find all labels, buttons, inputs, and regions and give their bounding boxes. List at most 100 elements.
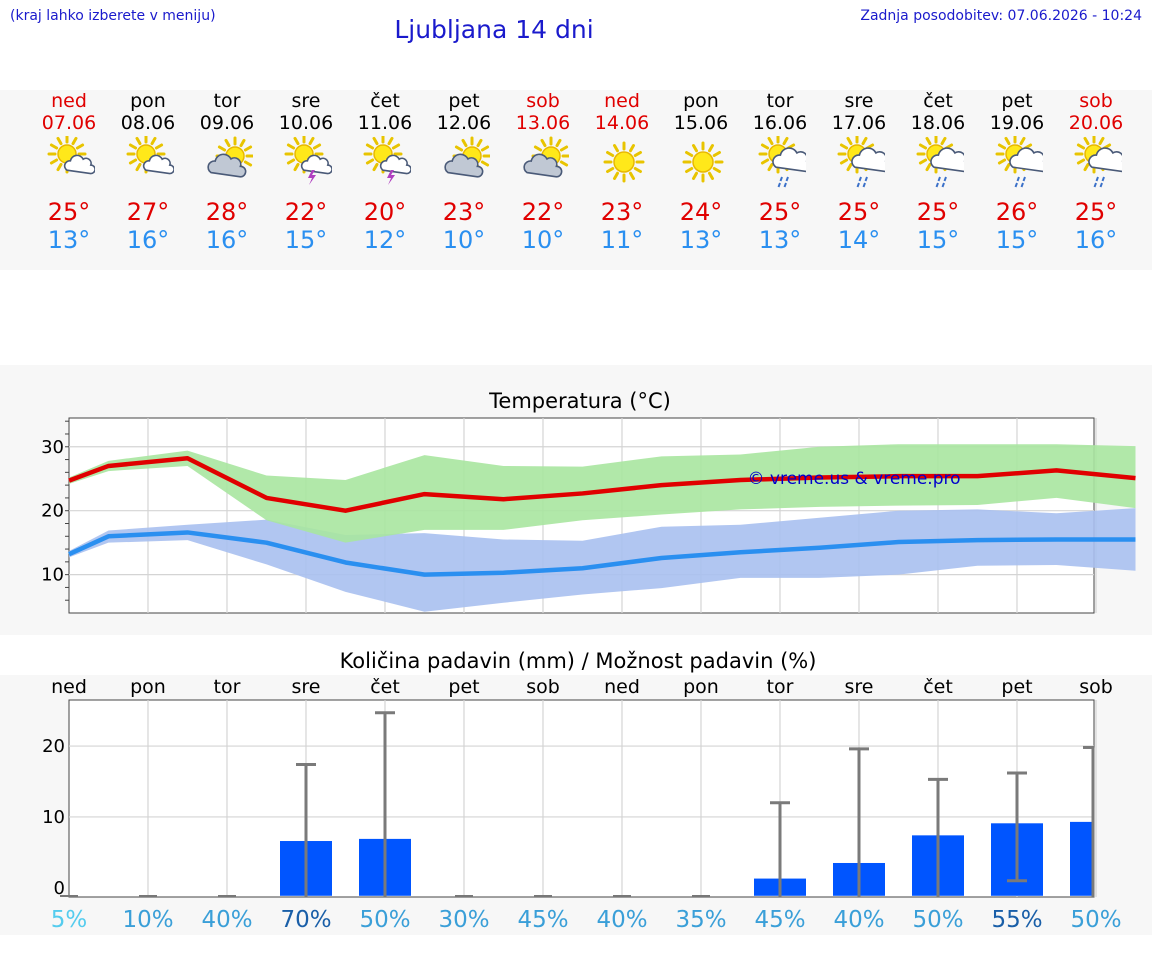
- precipitation-bar: [1070, 821, 1094, 896]
- day-label: pet: [448, 676, 479, 698]
- precipitation-chart-title: Količina padavin (mm) / Možnost padavin …: [340, 649, 817, 673]
- min-temperature: 15°: [284, 226, 328, 254]
- precipitation-probability: 45%: [517, 907, 568, 933]
- max-temperature: 22°: [521, 198, 565, 226]
- day-name: sob: [526, 90, 560, 112]
- day-date: 20.06: [1068, 112, 1124, 134]
- max-temperature: 23°: [600, 198, 644, 226]
- sun-cloud-thunder-icon: [363, 136, 411, 185]
- max-temperature: 25°: [758, 198, 802, 226]
- day-date: 14.06: [594, 112, 650, 134]
- max-temperature: 26°: [995, 198, 1039, 226]
- sun-cloud-rain-icon: [758, 136, 806, 188]
- day-name: pet: [1001, 90, 1033, 112]
- day-label: pet: [1001, 676, 1032, 698]
- day-label: čet: [370, 676, 400, 698]
- day-name: pon: [130, 90, 166, 112]
- day-label: pon: [683, 676, 719, 698]
- day-date: 19.06: [989, 112, 1045, 134]
- min-temperature: 13°: [758, 226, 802, 254]
- day-date: 09.06: [199, 112, 255, 134]
- day-name: čet: [923, 90, 953, 112]
- day-name: tor: [766, 90, 794, 112]
- day-name: sob: [1079, 90, 1113, 112]
- location-hint: (kraj lahko izberete v meniju): [10, 8, 216, 24]
- min-temperature: 14°: [837, 226, 881, 254]
- day-date: 16.06: [752, 112, 808, 134]
- sun-cloud-rain-icon: [837, 136, 885, 188]
- day-date: 08.06: [120, 112, 176, 134]
- day-date: 12.06: [436, 112, 492, 134]
- day-label: tor: [767, 676, 794, 698]
- day-date: 10.06: [278, 112, 334, 134]
- max-temperature: 22°: [284, 198, 328, 226]
- max-temperature: 24°: [679, 198, 723, 226]
- precipitation-probability: 40%: [201, 907, 252, 933]
- max-temperature-line: [68, 456, 1136, 513]
- day-date: 15.06: [673, 112, 729, 134]
- sun-cloud-icon: [126, 136, 174, 175]
- precipitation-probability: 45%: [754, 907, 805, 933]
- day-name: ned: [604, 90, 640, 112]
- day-name: sre: [844, 90, 874, 112]
- min-temperature: 16°: [205, 226, 249, 254]
- day-label: ned: [604, 676, 640, 698]
- y-tick-label: 20: [41, 501, 64, 522]
- day-label: sre: [845, 676, 874, 698]
- day-date: 18.06: [910, 112, 966, 134]
- precipitation-probability: 40%: [596, 907, 647, 933]
- max-temperature: 25°: [916, 198, 960, 226]
- precipitation-probability: 50%: [1070, 907, 1121, 933]
- day-date: 07.06: [41, 112, 97, 134]
- precipitation-probability: 55%: [991, 907, 1042, 933]
- sun-icon: [682, 141, 724, 183]
- min-temperature: 10°: [521, 226, 565, 254]
- cloud-sun-icon: [444, 136, 490, 178]
- min-temperature: 16°: [126, 226, 170, 254]
- max-temperature: 20°: [363, 198, 407, 226]
- y-tick-label: 30: [41, 437, 64, 458]
- last-updated: Zadnja posodobitev: 07.06.2026 - 10:24: [860, 8, 1142, 24]
- min-temperature: 15°: [916, 226, 960, 254]
- sun-cloud-rain-icon: [995, 136, 1043, 188]
- sun-cloud-icon: [47, 136, 95, 175]
- cloud-sun-icon: [207, 136, 253, 178]
- day-label: sre: [292, 676, 321, 698]
- day-name: čet: [370, 90, 400, 112]
- day-label: pon: [130, 676, 166, 698]
- precipitation-probability: 30%: [438, 907, 489, 933]
- min-temperature: 12°: [363, 226, 407, 254]
- precipitation-probability: 10%: [122, 907, 173, 933]
- min-temperature: 10°: [442, 226, 486, 254]
- day-name: tor: [213, 90, 241, 112]
- day-date: 13.06: [515, 112, 571, 134]
- min-temperature-line: [68, 530, 1136, 577]
- precipitation-probability: 50%: [359, 907, 410, 933]
- min-temperature: 15°: [995, 226, 1039, 254]
- min-temperature: 16°: [1074, 226, 1118, 254]
- y-tick-label: 10: [41, 565, 64, 586]
- day-label: sob: [1079, 676, 1113, 698]
- day-label: sob: [526, 676, 560, 698]
- page-title: Ljubljana 14 dni: [394, 15, 594, 44]
- min-temperature: 13°: [679, 226, 723, 254]
- y-tick-label: 20: [42, 736, 65, 757]
- precipitation-probability: 40%: [833, 907, 884, 933]
- sun-icon: [603, 141, 645, 183]
- day-date: 17.06: [831, 112, 887, 134]
- daily-forecast: ned 07.06 25° 13° pon 08.06 27° 16° tor 09.06 28° 1…: [0, 90, 1152, 270]
- precipitation-probability: 35%: [675, 907, 726, 933]
- day-name: pet: [448, 90, 480, 112]
- sun-cloud-rain-icon: [916, 136, 964, 188]
- sun-cloud-thunder-icon: [284, 136, 332, 185]
- max-temperature: 28°: [205, 198, 249, 226]
- max-temperature: 25°: [837, 198, 881, 226]
- precipitation-probability: 70%: [280, 907, 331, 933]
- sun-cloud-rain-icon: [1074, 136, 1122, 188]
- day-label: ned: [51, 676, 87, 698]
- temperature-chart-title: Temperatura (°C): [488, 389, 671, 413]
- day-label: tor: [214, 676, 241, 698]
- max-temperature: 27°: [126, 198, 170, 226]
- cloud-sun-icon: [523, 136, 569, 178]
